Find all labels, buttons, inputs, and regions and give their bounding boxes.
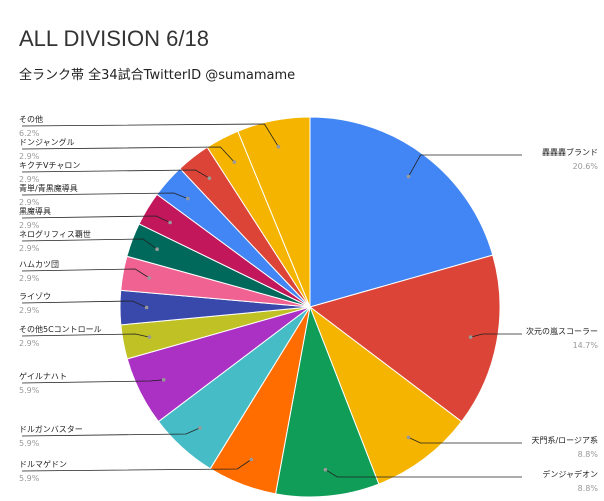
slice-label: 轟轟轟ブランド [542, 147, 598, 157]
leader-line [21, 123, 279, 147]
leader-line [21, 268, 150, 279]
slice-percent-label: 2.9% [19, 198, 40, 207]
leader-line [21, 215, 171, 223]
pie-slice[interactable] [308, 254, 501, 423]
pie-slice[interactable] [309, 116, 494, 308]
leader-lines [21, 123, 522, 478]
chart-title: ALL DIVISION 6/18 [19, 26, 209, 51]
slice-percent-label: 2.9% [19, 274, 40, 283]
leader-dot [144, 305, 149, 310]
leader-dot [406, 435, 411, 440]
leader-dot [276, 144, 281, 149]
slice-label: 青単/青黒魔導具 [19, 183, 78, 193]
slice-labels: 轟轟轟ブランド 20.6% 次元の嵐スコーラー 14.7% 天門系/ロージア系 8.8% デ… [19, 114, 598, 493]
leader-line [408, 437, 522, 444]
leader-line [21, 238, 158, 250]
slice-percent-label: 2.9% [19, 221, 40, 230]
slice-label: 次元の嵐スコーラー [526, 326, 598, 336]
leader-line [21, 379, 164, 384]
slice-label: 天門系/ロージア系 [531, 435, 598, 445]
leader-dot [406, 174, 411, 179]
leader-line [21, 192, 188, 199]
leader-line [21, 427, 201, 437]
leader-line [21, 146, 235, 163]
slice-percent-label: 2.9% [19, 306, 40, 315]
slice-label: ゲイルナハト [19, 371, 67, 381]
slice-label: 黒魔導具 [19, 206, 51, 216]
slice-percent-label: 5.9% [19, 439, 40, 448]
slice-label: ハムカツ団 [19, 260, 59, 269]
slice-label: その他 [19, 114, 43, 124]
slice-percent-label: 2.9% [19, 175, 40, 184]
slice-label: ネログリフィス覇世 [19, 229, 91, 239]
pie-slice[interactable] [237, 116, 311, 308]
leader-dot [155, 247, 159, 251]
slice-label: デンジャデオン [542, 469, 598, 479]
leader-dot [468, 335, 473, 339]
leader-dot [323, 467, 328, 472]
leader-dot [147, 276, 151, 280]
leader-line [21, 169, 210, 179]
slice-percent-label: 2.9% [19, 339, 40, 348]
leader-line [470, 333, 522, 338]
slice-label: ドンジャングル [19, 137, 75, 147]
leader-dot [161, 378, 166, 382]
leader-line [408, 154, 522, 177]
leader-line [21, 459, 252, 472]
pie-slice[interactable] [308, 305, 463, 485]
leader-line [21, 333, 150, 338]
leader-dot [207, 176, 212, 180]
leader-dot [232, 160, 237, 164]
leader-line [21, 300, 147, 308]
slice-percent-label: 2.9% [19, 244, 40, 253]
leader-line [325, 469, 522, 478]
leader-dot [186, 196, 190, 201]
slice-label: キクチVチャロン [19, 161, 80, 170]
leader-dot [249, 457, 254, 462]
slice-label: ドルマゲドン [19, 459, 67, 469]
leader-dot [168, 220, 172, 225]
slice-label: ライゾウ [19, 292, 51, 301]
slice-percent-label: 5.9% [19, 386, 40, 395]
leader-dot [147, 335, 152, 339]
slice-label: その他5Cコントロール [19, 324, 102, 334]
leader-dot [198, 426, 202, 430]
slice-percent-label: 5.9% [19, 474, 40, 483]
slice-percent-label: 20.6% [573, 162, 599, 171]
slice-percent-label: 2.9% [19, 152, 40, 161]
slice-percent-label: 14.7% [573, 341, 599, 350]
slice-percent-label: 8.8% [578, 484, 599, 493]
slice-label: ドルガンバスター [19, 424, 83, 434]
pie-slices [119, 116, 501, 498]
slice-percent-label: 6.2% [19, 129, 40, 138]
chart-subtitle: 全ランク帯 全34試合TwitterID @sumamame [19, 68, 296, 83]
slice-percent-label: 8.8% [578, 450, 599, 459]
